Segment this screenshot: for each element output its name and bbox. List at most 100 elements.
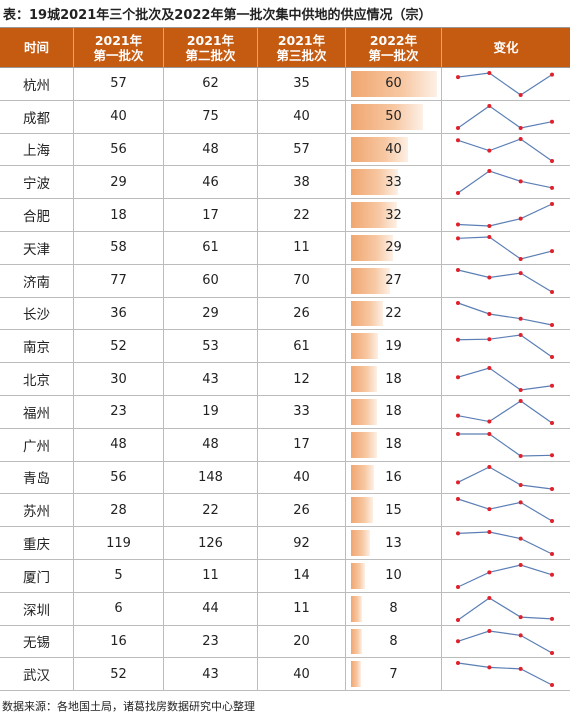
data-bar [351, 530, 370, 556]
table-row: 上海 56 48 57 40 [0, 133, 570, 167]
data-bar-value: 8 [389, 601, 398, 617]
sparkline-point [518, 388, 523, 393]
value-cell-2021-batch1: 18 [74, 199, 164, 231]
sparkline-point [550, 72, 554, 77]
table-row: 苏州 28 22 26 15 [0, 494, 570, 528]
value-cell-2022-batch1: 15 [346, 494, 442, 527]
sparkline-line [457, 105, 553, 129]
sparkline-line [457, 236, 553, 260]
table-row: 济南 77 60 70 27 [0, 264, 570, 298]
data-bar [351, 333, 379, 360]
data-bar [351, 136, 409, 163]
value-cell-2021-batch3: 26 [258, 297, 346, 330]
sparkline-point [550, 158, 554, 163]
header-2021-batch2-year: 2021年 [186, 32, 235, 48]
header-city: 时间 [0, 28, 74, 67]
sparkline-line [457, 302, 553, 326]
value-cell-2022-batch1: 18 [346, 395, 442, 428]
sparkline-line [457, 662, 553, 686]
sparkline-line [457, 531, 553, 555]
table-row: 杭州 57 62 35 60 [0, 68, 570, 101]
sparkline-cell [442, 134, 570, 166]
value-cell-2021-batch2: 17 [164, 199, 258, 231]
city-cell: 长沙 [0, 297, 74, 330]
sparkline-point [487, 419, 492, 424]
city-cell: 北京 [0, 363, 74, 395]
data-bar [351, 431, 377, 458]
table-title: 表：19城2021年三个批次及2022年第一批次集中供地的供应情况（宗） [3, 8, 432, 23]
sparkline-point [518, 632, 523, 637]
header-2022-batch1-label: 第一批次 [368, 47, 419, 63]
value-cell-2021-batch1: 36 [74, 297, 164, 330]
sparkline-point [487, 628, 492, 633]
city-cell: 福州 [0, 395, 74, 428]
value-cell-2021-batch1: 77 [74, 264, 164, 297]
data-bar-value: 13 [385, 535, 402, 551]
value-cell-2021-batch2: 43 [164, 363, 258, 395]
sparkline-point [487, 234, 492, 239]
sparkline-cell [442, 560, 570, 592]
sparkline-point [456, 617, 460, 622]
header-2021-batch3: 2021年 第三批次 [258, 28, 346, 67]
sparkline-point [487, 103, 492, 108]
data-bar-value: 8 [389, 633, 398, 649]
sparkline-point [518, 136, 523, 141]
header-2022-batch1: 2022年 第一批次 [346, 28, 442, 67]
value-cell-2021-batch1: 57 [74, 68, 164, 100]
value-cell-2021-batch2: 148 [164, 461, 258, 494]
sparkline-point [456, 413, 460, 418]
sparkline-point [518, 562, 523, 567]
sparkline-cell [442, 330, 570, 362]
city-cell: 合肥 [0, 199, 74, 231]
value-cell-2021-batch1: 28 [74, 494, 164, 527]
city-cell: 厦门 [0, 559, 74, 592]
value-cell-2021-batch3: 33 [258, 395, 346, 428]
data-bar [351, 398, 377, 425]
value-cell-2021-batch3: 20 [258, 625, 346, 658]
table-row: 北京 30 43 12 18 [0, 363, 570, 396]
value-cell-2021-batch2: 48 [164, 133, 258, 166]
sparkline [456, 103, 554, 130]
sparkline-point [487, 224, 492, 229]
sparkline-point [518, 453, 523, 458]
sparkline-point [518, 500, 523, 505]
data-bar [351, 562, 366, 589]
value-cell-2021-batch2: 23 [164, 625, 258, 658]
sparkline [456, 300, 554, 327]
sparkline-cell [442, 298, 570, 330]
header-2021-batch2: 2021年 第二批次 [164, 28, 258, 67]
value-cell-2021-batch2: 61 [164, 231, 258, 264]
sparkline-cell [442, 593, 570, 625]
value-cell-2022-batch1: 29 [346, 231, 442, 264]
value-cell-2022-batch1: 18 [346, 363, 442, 395]
data-bar-value: 40 [385, 141, 402, 157]
data-bar [351, 300, 383, 327]
sparkline-line [457, 334, 553, 358]
value-cell-2022-batch1: 13 [346, 527, 442, 559]
sparkline-point [550, 289, 554, 294]
sparkline-point [456, 431, 460, 436]
data-bar-value: 22 [385, 305, 402, 321]
data-bar [351, 366, 377, 392]
value-cell-2022-batch1: 33 [346, 166, 442, 199]
data-bar-value: 16 [385, 469, 402, 485]
data-bar [351, 202, 397, 228]
value-cell-2021-batch3: 40 [258, 461, 346, 494]
value-cell-2022-batch1: 8 [346, 592, 442, 625]
sparkline-point [518, 93, 523, 97]
value-cell-2022-batch1: 16 [346, 461, 442, 494]
sparkline-line [457, 72, 553, 96]
sparkline-line [457, 137, 553, 162]
city-cell: 成都 [0, 100, 74, 133]
sparkline-point [550, 683, 554, 688]
value-cell-2021-batch2: 19 [164, 395, 258, 428]
data-bar-value: 50 [385, 109, 402, 125]
sparkline [456, 661, 554, 688]
data-bar [351, 464, 374, 491]
sparkline-cell [442, 658, 570, 690]
value-cell-2022-batch1: 8 [346, 625, 442, 658]
data-bar-value: 60 [385, 76, 402, 92]
sparkline-point [518, 614, 523, 619]
value-cell-2021-batch2: 62 [164, 68, 258, 100]
city-cell: 天津 [0, 231, 74, 264]
